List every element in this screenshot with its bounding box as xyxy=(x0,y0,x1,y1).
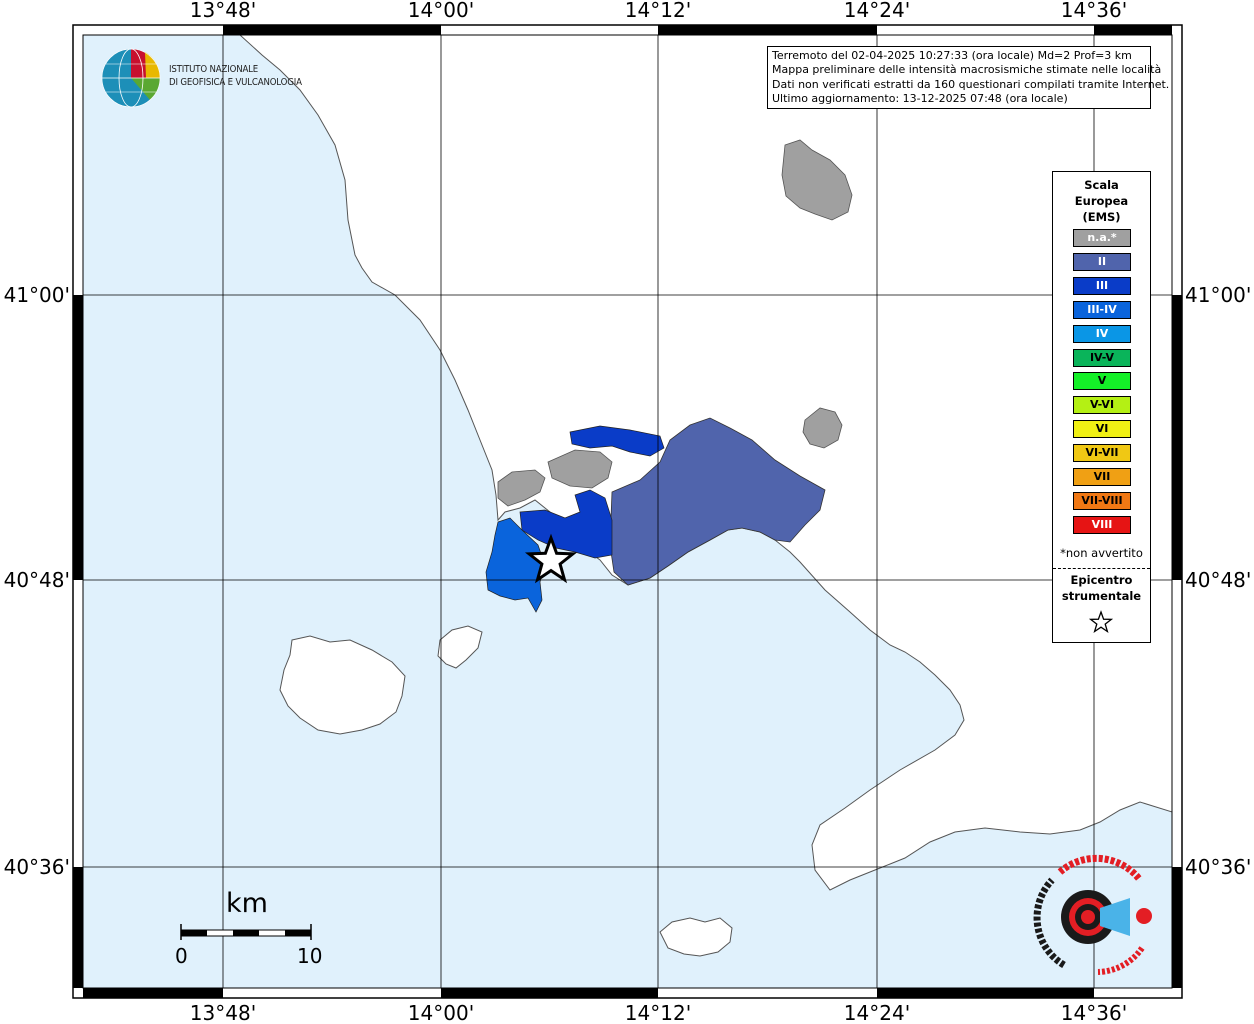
scale-bar-min: 0 xyxy=(175,944,188,968)
legend-title-line-2: Europea xyxy=(1074,194,1129,208)
legend-chip-iii-iv: III-IV xyxy=(1073,300,1131,319)
lon-tick-bottom-2: 14°00' xyxy=(408,1001,474,1024)
legend-chip-iv: IV xyxy=(1073,324,1131,343)
lon-tick-bottom-4: 14°24' xyxy=(844,1001,910,1024)
zone-na xyxy=(497,139,853,507)
legend-chip-vi: VI xyxy=(1073,420,1131,439)
legend-chip-vii-viii: VII-VIII xyxy=(1073,491,1131,510)
zone-iii xyxy=(519,425,665,559)
lon-tick-bottom-1: 13°48' xyxy=(190,1001,256,1024)
island-ischia xyxy=(279,635,406,735)
lon-tick-top-4: 14°24' xyxy=(844,0,910,22)
event-info-line-1: Terremoto del 02-04-2025 10:27:33 (ora l… xyxy=(772,49,1132,62)
legend-epicenter-line-2: strumentale xyxy=(1061,589,1142,603)
ingv-globe-icon xyxy=(101,48,161,108)
legend-title-line-1: Scala xyxy=(1084,178,1119,192)
lat-tick-right-3: 40°36' xyxy=(1185,855,1251,879)
map-frame xyxy=(72,24,1183,999)
legend-chip-vii: VII xyxy=(1073,468,1131,486)
legend-title: Scala Europea (EMS) xyxy=(1053,177,1150,225)
legend-chip-n-a: n.a.* xyxy=(1073,229,1131,247)
event-info-box: Terremoto del 02-04-2025 10:27:33 (ora l… xyxy=(767,46,1170,110)
legend-chip-viii: VIII xyxy=(1073,515,1131,534)
zone-ii xyxy=(609,417,826,586)
legend-not-felt-note: *non avvertito xyxy=(1060,546,1143,560)
lat-tick-left-2: 40°48' xyxy=(4,568,70,592)
lon-tick-top-3: 14°12' xyxy=(625,0,691,22)
scale-bar-max: 10 xyxy=(297,944,323,968)
scale-bar xyxy=(180,924,312,940)
ingv-logo-text: ISTITUTO NAZIONALE DI GEOFISICA E VULCAN… xyxy=(169,63,302,89)
legend-epicenter-label: Epicentro strumentale xyxy=(1053,572,1150,604)
lat-tick-right-2: 40°48' xyxy=(1185,568,1251,592)
lon-tick-top-5: 14°36' xyxy=(1061,0,1127,22)
legend-chip-v-vi: V-VI xyxy=(1073,396,1131,415)
ems-legend: Scala Europea (EMS) n.a.* II III III-IV IV IV… xyxy=(1052,171,1151,643)
legend-chip-vi-vii: VI-VII xyxy=(1073,444,1131,463)
island-procida xyxy=(437,625,483,669)
legend-chip-ii: II xyxy=(1073,252,1131,271)
lat-tick-right-1: 41°00' xyxy=(1185,283,1251,307)
event-info-line-4: Ultimo aggiornamento: 13-12-2025 07:48 (… xyxy=(772,91,1068,105)
legend-epicenter-line-1: Epicentro xyxy=(1070,573,1133,587)
epicenter-star-icon[interactable] xyxy=(524,533,578,584)
ingv-line-2: DI GEOFISICA E VULCANOLOGIA xyxy=(169,77,302,88)
legend-chip-v: V xyxy=(1073,372,1131,391)
event-info-line-3: Dati non verificati estratti da 160 ques… xyxy=(772,77,1170,91)
lat-tick-left-3: 40°36' xyxy=(4,855,70,879)
zone-iii-iv xyxy=(485,517,546,613)
island-capri xyxy=(659,917,733,957)
legend-chip-iv-v: IV-V xyxy=(1073,348,1131,367)
haisentito-logo-icon[interactable] xyxy=(1033,854,1152,975)
scale-bar-unit: km xyxy=(226,888,268,919)
lon-tick-top-2: 14°00' xyxy=(408,0,474,22)
legend-separator xyxy=(1053,568,1150,569)
event-info-line-2: Mappa preliminare delle intensità macros… xyxy=(772,63,1162,77)
star-icon xyxy=(1089,610,1113,634)
ingv-line-1: ISTITUTO NAZIONALE xyxy=(169,64,259,75)
lon-tick-bottom-5: 14°36' xyxy=(1061,1001,1127,1024)
lon-tick-bottom-3: 14°12' xyxy=(625,1001,691,1024)
lat-tick-left-1: 41°00' xyxy=(4,283,70,307)
legend-chip-iii: III xyxy=(1073,276,1131,295)
legend-title-line-3: (EMS) xyxy=(1082,210,1121,224)
lon-tick-top-1: 13°48' xyxy=(190,0,256,22)
